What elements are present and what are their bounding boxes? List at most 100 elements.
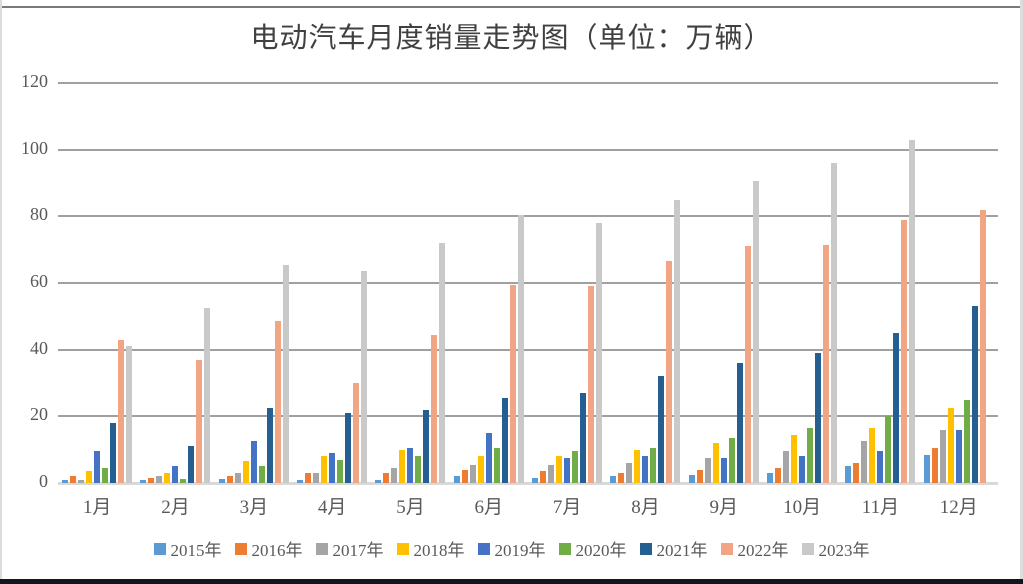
gridline-80 xyxy=(58,215,998,218)
bar-2019年-10月 xyxy=(799,456,806,483)
gridline-20 xyxy=(58,415,998,418)
bar-2015年-5月 xyxy=(375,480,382,483)
legend-swatch-icon xyxy=(315,542,328,555)
y-tick-label-100: 100 xyxy=(21,137,48,158)
bar-2022年-6月 xyxy=(509,285,516,483)
bar-2023年-11月 xyxy=(909,140,916,483)
bar-2022年-5月 xyxy=(431,335,438,483)
bar-2018年-7月 xyxy=(556,456,563,483)
legend-item-2022年: 2022年 xyxy=(720,536,789,561)
bar-2023年-5月 xyxy=(439,243,446,483)
x-axis-labels: 1月 2月 3月 4月 5月 6月 7月 8月 9月 10月 11月 12月 xyxy=(58,492,998,519)
bar-2017年-10月 xyxy=(783,451,790,483)
bar-2022年-8月 xyxy=(666,261,673,483)
bar-2021年-6月 xyxy=(501,398,508,483)
legend: 2015年 2016年 2017年 2018年 2019年 2020年 2021年 2022年… xyxy=(0,536,1023,561)
legend-label: 2019年 xyxy=(494,541,546,560)
bar-2020年-4月 xyxy=(337,460,344,483)
bar-2016年-2月 xyxy=(148,478,155,483)
legend-swatch-icon xyxy=(558,542,571,555)
legend-swatch-icon xyxy=(639,542,652,555)
bar-2015年-1月 xyxy=(62,480,69,483)
bar-2019年-3月 xyxy=(250,441,257,483)
bar-2022年-2月 xyxy=(196,360,203,483)
bar-2015年-4月 xyxy=(297,480,304,483)
legend-item-2017年: 2017年 xyxy=(315,536,384,561)
y-tick-label-60: 60 xyxy=(30,271,48,291)
bar-2023年-7月 xyxy=(596,223,603,483)
legend-swatch-icon xyxy=(477,542,490,555)
bar-2021年-7月 xyxy=(580,393,587,483)
bar-2021年-9月 xyxy=(736,363,743,483)
x-tick-label-8月: 8月 xyxy=(631,497,660,518)
bar-2023年-6月 xyxy=(517,215,524,483)
x-tick-label-3月: 3月 xyxy=(239,497,269,518)
bar-2016年-10月 xyxy=(775,468,782,483)
bar-2015年-3月 xyxy=(218,479,225,483)
legend-label: 2018年 xyxy=(413,541,465,560)
bar-2018年-10月 xyxy=(791,435,798,483)
bar-2018年-4月 xyxy=(321,456,328,483)
bar-2017年-6月 xyxy=(469,465,476,483)
legend-label: 2022年 xyxy=(737,541,789,560)
bar-2019年-7月 xyxy=(564,458,571,483)
y-tick-label-120: 120 xyxy=(21,71,48,91)
gridline-60 xyxy=(58,282,998,284)
bar-2021年-3月 xyxy=(266,408,273,483)
legend-label: 2020年 xyxy=(575,541,627,560)
bar-2017年-9月 xyxy=(704,458,711,483)
bar-group-3月 xyxy=(215,83,293,483)
bar-2017年-7月 xyxy=(548,465,555,483)
gridline-120 xyxy=(58,82,998,84)
bar-2016年-8月 xyxy=(618,473,625,483)
bar-2020年-12月 xyxy=(963,400,970,483)
bar-2020年-9月 xyxy=(728,438,735,483)
bar-2019年-8月 xyxy=(642,456,649,483)
bar-2017年-4月 xyxy=(313,473,320,483)
gridline-100 xyxy=(58,148,998,151)
bar-2022年-10月 xyxy=(823,245,830,483)
bar-2016年-1月 xyxy=(70,476,77,483)
bar-2015年-11月 xyxy=(845,466,852,483)
x-axis-line xyxy=(58,482,998,485)
bar-2016年-5月 xyxy=(383,473,390,483)
bar-2017年-11月 xyxy=(861,441,868,483)
bar-2020年-1月 xyxy=(102,468,109,483)
y-tick-label-80: 80 xyxy=(30,204,48,225)
legend-item-2019年: 2019年 xyxy=(477,536,546,561)
bar-2022年-12月 xyxy=(979,210,986,483)
bar-2017年-12月 xyxy=(939,430,946,483)
bar-group-12月 xyxy=(920,83,998,483)
chart-title: 电动汽车月度销量走势图（单位：万辆） xyxy=(250,23,773,54)
bar-2023年-10月 xyxy=(831,163,838,483)
bar-group-4月 xyxy=(293,83,371,483)
bar-2016年-4月 xyxy=(305,473,312,483)
bar-2021年-5月 xyxy=(423,410,430,483)
bar-2016年-9月 xyxy=(696,470,703,483)
bar-2019年-6月 xyxy=(485,433,492,483)
bar-2017年-5月 xyxy=(391,468,398,483)
bar-2015年-7月 xyxy=(532,478,539,483)
bar-group-1月 xyxy=(58,83,136,483)
bar-2020年-3月 xyxy=(258,466,265,483)
bar-2018年-6月 xyxy=(477,456,484,483)
bar-2021年-1月 xyxy=(110,423,117,483)
bar-2016年-11月 xyxy=(853,463,860,483)
bar-2022年-11月 xyxy=(901,220,908,483)
bar-2022年-1月 xyxy=(118,340,125,483)
gridline-40 xyxy=(58,348,998,351)
x-tick-label-10月: 10月 xyxy=(783,497,822,518)
x-tick-label-5月: 5月 xyxy=(396,497,425,518)
bar-2021年-11月 xyxy=(893,333,900,483)
legend-swatch-icon xyxy=(801,542,814,555)
x-tick-label-2月: 2月 xyxy=(161,497,190,518)
x-tick-label-4月: 4月 xyxy=(317,497,347,518)
bar-2015年-10月 xyxy=(767,473,774,483)
bar-2020年-8月 xyxy=(650,448,657,483)
bar-2018年-8月 xyxy=(634,450,641,483)
legend-item-2023年: 2023年 xyxy=(801,536,870,561)
bar-2020年-10月 xyxy=(807,428,814,483)
window-right-border xyxy=(1020,0,1023,584)
x-tick-label-11月: 11月 xyxy=(861,497,900,518)
